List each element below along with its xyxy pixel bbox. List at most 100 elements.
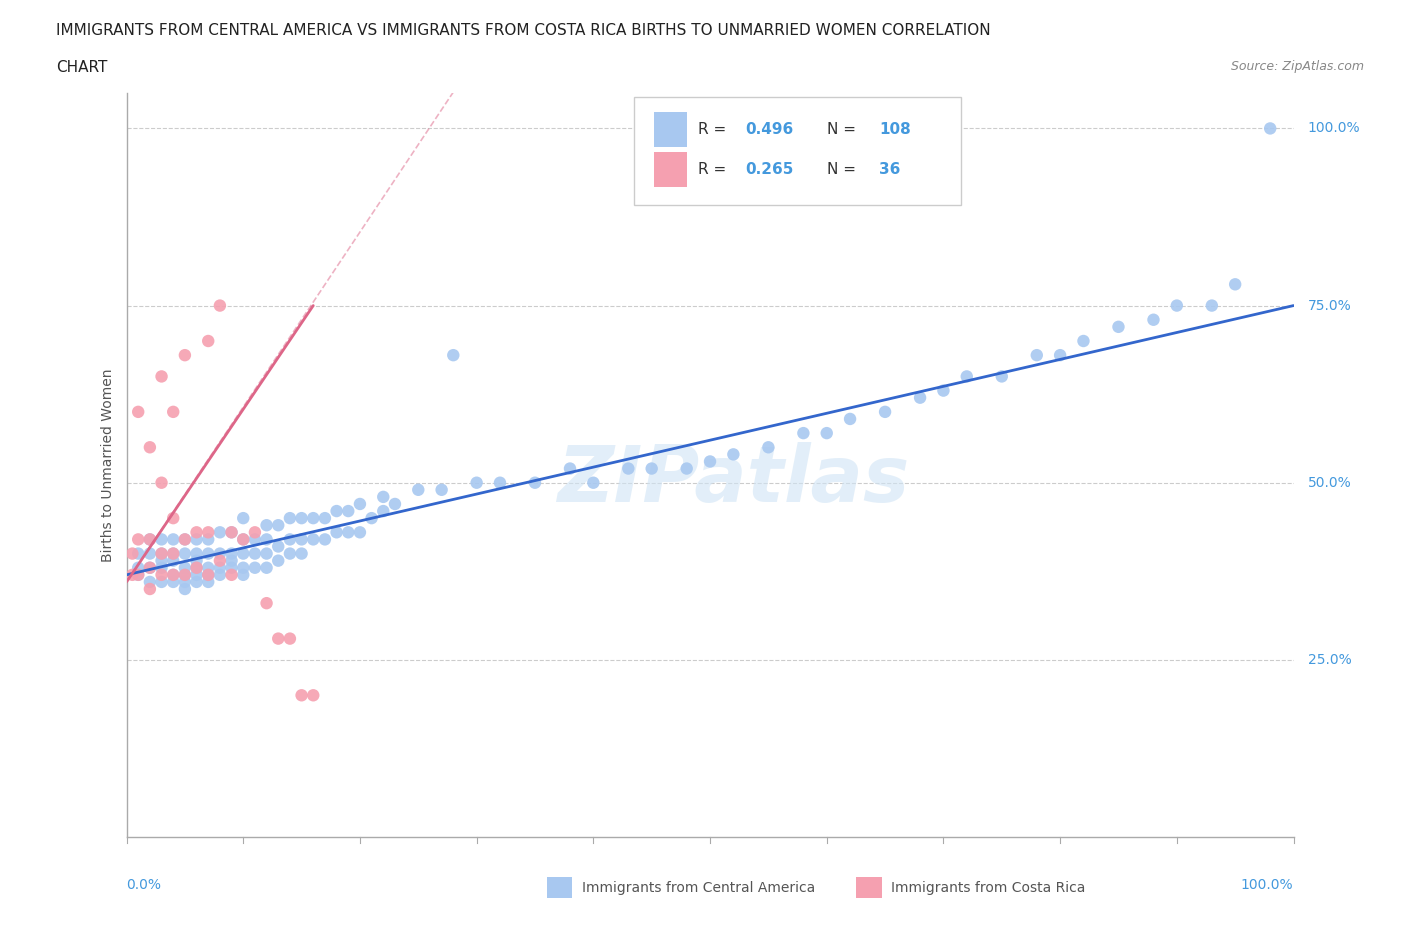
Point xyxy=(267,631,290,646)
Y-axis label: Births to Unmarried Women: Births to Unmarried Women xyxy=(101,368,115,562)
Text: Immigrants from Central America: Immigrants from Central America xyxy=(582,881,815,895)
Point xyxy=(150,560,173,575)
Point xyxy=(558,461,581,476)
Point xyxy=(1073,334,1095,349)
Text: 50.0%: 50.0% xyxy=(1308,476,1351,490)
Point xyxy=(150,546,173,561)
Point xyxy=(1201,299,1223,313)
Point xyxy=(278,631,301,646)
Point xyxy=(430,483,453,498)
Point xyxy=(174,532,197,547)
Point xyxy=(256,596,278,611)
Point xyxy=(127,532,149,547)
Point xyxy=(723,447,745,462)
Point xyxy=(349,525,371,539)
Text: 75.0%: 75.0% xyxy=(1308,299,1351,312)
Point xyxy=(162,405,184,419)
Point xyxy=(139,532,162,547)
Bar xyxy=(654,112,686,147)
Point xyxy=(186,560,208,575)
Point xyxy=(186,567,208,582)
Point xyxy=(162,567,184,582)
Point xyxy=(1049,348,1071,363)
Point xyxy=(139,560,162,575)
Point xyxy=(314,532,336,547)
Point xyxy=(278,546,301,561)
Point xyxy=(267,539,290,554)
Point xyxy=(1108,319,1130,334)
Point xyxy=(208,525,231,539)
Point xyxy=(302,511,325,525)
Point xyxy=(127,405,149,419)
Point xyxy=(197,560,219,575)
Text: 36: 36 xyxy=(879,162,901,177)
Point xyxy=(127,546,149,561)
Point xyxy=(243,532,266,547)
Text: N =: N = xyxy=(827,162,860,177)
Point xyxy=(186,553,208,568)
Point xyxy=(150,546,173,561)
Point xyxy=(839,411,862,426)
Point xyxy=(1166,299,1188,313)
Text: ZIPatlas: ZIPatlas xyxy=(557,442,910,518)
Point xyxy=(290,511,312,525)
FancyBboxPatch shape xyxy=(634,97,960,205)
Point xyxy=(256,560,278,575)
Point xyxy=(150,532,173,547)
Point xyxy=(221,525,243,539)
Point xyxy=(232,532,254,547)
Point xyxy=(302,688,325,703)
Point xyxy=(197,567,219,582)
Point xyxy=(186,525,208,539)
Point xyxy=(489,475,512,490)
Point xyxy=(373,489,395,504)
Point xyxy=(256,518,278,533)
Text: 0.496: 0.496 xyxy=(745,122,793,137)
Point xyxy=(256,532,278,547)
Point xyxy=(162,546,184,561)
Point xyxy=(908,391,931,405)
Text: 25.0%: 25.0% xyxy=(1308,653,1351,667)
Point xyxy=(956,369,979,384)
Point xyxy=(139,575,162,590)
Point xyxy=(314,511,336,525)
Text: CHART: CHART xyxy=(56,60,108,75)
Point xyxy=(408,483,430,498)
Point xyxy=(150,553,173,568)
Point xyxy=(162,546,184,561)
Point xyxy=(186,532,208,547)
Point xyxy=(243,560,266,575)
Point xyxy=(582,475,605,490)
Point xyxy=(139,440,162,455)
Text: N =: N = xyxy=(827,122,860,137)
Point xyxy=(208,299,231,313)
Point xyxy=(221,567,243,582)
Text: R =: R = xyxy=(699,162,731,177)
Text: Source: ZipAtlas.com: Source: ZipAtlas.com xyxy=(1230,60,1364,73)
Point xyxy=(186,560,208,575)
Point xyxy=(139,546,162,561)
Point xyxy=(243,525,266,539)
Point xyxy=(360,511,382,525)
Text: Immigrants from Costa Rica: Immigrants from Costa Rica xyxy=(891,881,1085,895)
Point xyxy=(208,567,231,582)
Point xyxy=(197,334,219,349)
Point xyxy=(127,560,149,575)
Text: 108: 108 xyxy=(879,122,911,137)
Point xyxy=(699,454,721,469)
Point xyxy=(267,553,290,568)
Point xyxy=(373,504,395,519)
Point xyxy=(815,426,838,441)
Bar xyxy=(654,152,686,188)
Point xyxy=(139,532,162,547)
Point xyxy=(174,581,197,596)
Point xyxy=(139,581,162,596)
Point xyxy=(162,511,184,525)
Point xyxy=(150,369,173,384)
Point xyxy=(1258,121,1281,136)
Point xyxy=(232,560,254,575)
Point xyxy=(174,532,197,547)
Point xyxy=(197,525,219,539)
Point xyxy=(174,348,197,363)
Bar xyxy=(856,877,882,898)
